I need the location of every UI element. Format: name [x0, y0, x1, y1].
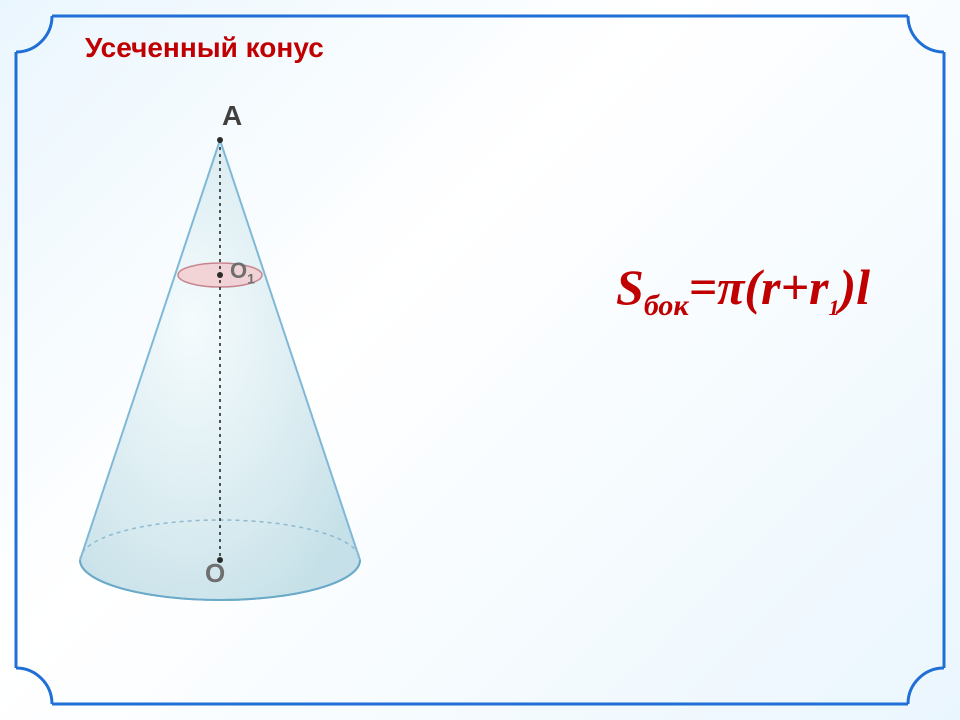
- point-A: [217, 137, 223, 143]
- slide: Усеченный конус А О1 О Sбок=π(r+r1): [0, 0, 960, 720]
- formula-sub-1: 1: [828, 295, 839, 320]
- cone-diagram: [40, 100, 440, 660]
- point-O1: [217, 272, 223, 278]
- formula-sub-bok: бок: [644, 289, 689, 322]
- formula-closing: )l: [839, 259, 870, 315]
- formula-S: S: [616, 259, 644, 315]
- slide-title: Усеченный конус: [85, 32, 324, 64]
- point-O: [217, 557, 223, 563]
- formula: Sбок=π(r+r1)l: [616, 258, 870, 323]
- formula-eq: =π(r+r: [689, 259, 829, 315]
